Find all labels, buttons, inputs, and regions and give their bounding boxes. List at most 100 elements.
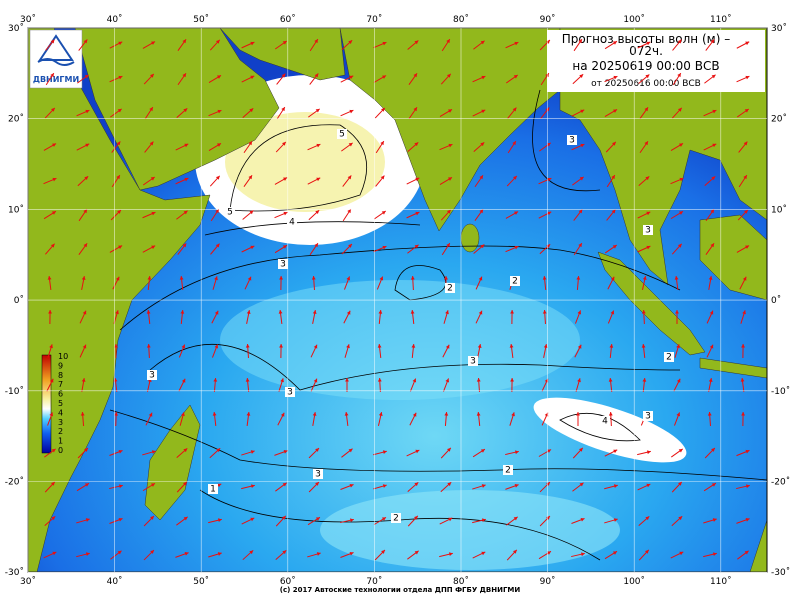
arrow-head	[84, 448, 88, 452]
contour-label: 4	[289, 218, 295, 228]
arrow-head	[744, 108, 749, 113]
arrow-head	[675, 310, 679, 314]
arrow-head	[279, 344, 283, 348]
arrow-head	[611, 141, 616, 146]
arrow-head	[512, 107, 517, 112]
arrow-head	[316, 552, 321, 556]
contour-label-bg	[503, 465, 513, 475]
arrow-head	[579, 176, 584, 181]
arrow-head	[481, 109, 486, 114]
arrow-head	[645, 516, 650, 521]
arrow-head	[181, 412, 185, 417]
arrow-head	[480, 40, 485, 45]
arrow-head	[114, 412, 119, 416]
arrow-head	[315, 482, 319, 486]
arrow-head	[644, 549, 649, 554]
arrow-head	[315, 108, 320, 113]
arrow-head	[415, 211, 420, 216]
arrow-head	[610, 310, 615, 315]
arrow-head	[676, 344, 680, 349]
arrow-head	[677, 39, 682, 44]
arrow-head	[741, 344, 745, 348]
arrow-head	[184, 143, 189, 148]
arrow-head	[49, 378, 54, 383]
arrow-head	[580, 552, 585, 557]
arrow-head	[411, 344, 416, 348]
arrow-head	[150, 516, 154, 520]
arrow-head	[181, 344, 186, 349]
contour-label: 5	[339, 130, 345, 140]
arrow-head	[280, 412, 285, 417]
arrow-head	[84, 483, 89, 487]
arrow-head	[150, 177, 155, 181]
arrow-head	[182, 39, 187, 44]
arrow-head	[184, 177, 189, 182]
lat-label: -30˚	[771, 567, 790, 578]
arrow-head	[85, 552, 90, 557]
arrow-head	[81, 378, 86, 382]
arrow-head	[381, 211, 386, 215]
contour-label-bg	[313, 469, 323, 479]
arrow-head	[512, 141, 516, 146]
colorbar-label: 7	[58, 380, 63, 389]
arrow-head	[313, 344, 318, 349]
arrow-head	[745, 484, 750, 489]
lat-label: 10˚	[771, 204, 787, 215]
contour-label: 3	[287, 388, 293, 398]
lat-label: -10˚	[5, 386, 24, 397]
arrow-head	[744, 209, 748, 214]
arrow-head	[51, 211, 56, 215]
arrow-head	[480, 449, 485, 453]
lon-label: 70˚	[366, 14, 382, 25]
contour-label-bg	[600, 416, 610, 426]
arrow-head	[642, 378, 647, 382]
arrow-head	[148, 412, 153, 417]
southeast-asia	[559, 27, 768, 286]
wave-area	[220, 280, 580, 400]
arrow-head	[245, 378, 250, 382]
logo-wave	[37, 58, 75, 66]
arrow-head	[249, 210, 254, 215]
arrow-head	[512, 549, 517, 554]
arrow-head	[151, 41, 156, 45]
colorbar-label: 4	[58, 408, 63, 417]
arrow-head	[414, 142, 419, 147]
arrow-head	[611, 175, 615, 180]
arrow-head	[480, 142, 485, 147]
arrow-head	[382, 41, 387, 46]
arrow-head	[346, 276, 351, 281]
arrow-head	[444, 276, 448, 280]
arrow-head	[217, 483, 222, 488]
arrow-head	[446, 209, 451, 214]
arrow-head	[510, 310, 514, 314]
arrow-head	[215, 175, 220, 180]
arrow-head	[578, 447, 583, 452]
arrow-head	[147, 276, 152, 280]
arrow-head	[347, 209, 351, 214]
arrow-head	[150, 550, 154, 554]
lat-label: 10˚	[8, 204, 24, 215]
arrow-head	[611, 209, 616, 214]
colorbar-label: 5	[58, 399, 63, 408]
arrow-head	[480, 244, 485, 249]
india	[339, 27, 561, 232]
lon-label: 90˚	[540, 576, 556, 587]
arrow-head	[646, 245, 651, 250]
arrow-head	[377, 378, 382, 382]
arrow-head	[678, 448, 683, 453]
arrow-head	[514, 245, 519, 250]
arrow-head	[679, 177, 684, 182]
arrow-head	[282, 550, 287, 555]
lon-label: 40˚	[107, 576, 123, 587]
arrow-head	[49, 412, 54, 417]
arrow-head	[282, 141, 286, 146]
arrow-head	[608, 412, 613, 416]
colorbar-label: 1	[58, 437, 63, 446]
arrow-head	[182, 73, 186, 78]
arrow-head	[711, 176, 716, 181]
arrow-head	[577, 344, 582, 349]
arrow-head	[513, 516, 518, 521]
arrow-head	[542, 276, 547, 280]
arrow-head	[546, 40, 550, 44]
contour-label-bg	[643, 411, 653, 421]
